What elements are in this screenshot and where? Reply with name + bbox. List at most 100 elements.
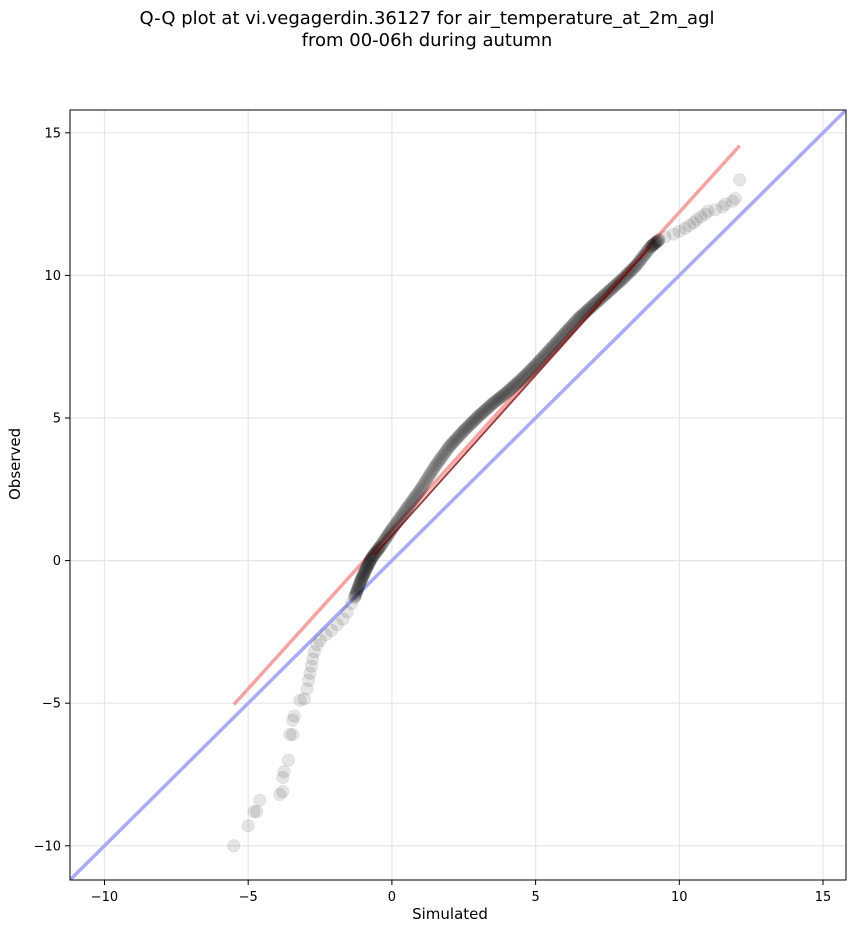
data-point <box>536 350 550 365</box>
data-point <box>397 505 411 519</box>
data-point <box>549 336 563 350</box>
data-point <box>348 588 363 603</box>
data-point <box>594 291 608 305</box>
data-point <box>461 420 475 434</box>
data-point <box>666 227 681 241</box>
data-point <box>524 362 539 377</box>
data-point <box>489 393 504 408</box>
data-point <box>356 569 370 584</box>
data-point <box>425 464 439 479</box>
data-point <box>448 433 463 447</box>
data-point <box>468 412 482 427</box>
data-point <box>460 421 474 435</box>
chart-title: Q-Q plot at vi.vegagerdin.36127 for air_… <box>139 8 715 29</box>
data-point <box>492 391 507 405</box>
data-point <box>686 215 701 230</box>
data-point <box>395 508 409 522</box>
data-point <box>401 499 416 514</box>
data-point <box>527 359 542 373</box>
data-point <box>557 327 572 341</box>
data-point <box>678 221 692 236</box>
data-point <box>252 793 267 807</box>
data-point <box>353 574 368 588</box>
data-point <box>275 784 290 799</box>
data-point <box>451 429 466 444</box>
data-point <box>632 254 646 269</box>
y-tick-label: 5 <box>53 412 61 427</box>
data-point <box>373 540 387 554</box>
data-point <box>689 213 704 227</box>
data-point <box>373 539 388 554</box>
data-point <box>355 570 370 585</box>
data-point <box>380 529 394 544</box>
data-point <box>539 347 553 361</box>
data-point <box>423 467 437 482</box>
data-point <box>501 384 515 399</box>
data-point <box>364 552 378 567</box>
data-point <box>682 218 697 233</box>
data-point <box>510 376 524 390</box>
data-point <box>540 346 554 360</box>
data-point <box>361 557 376 571</box>
data-point <box>463 418 477 432</box>
data-point <box>247 804 261 819</box>
data-point <box>592 293 606 307</box>
data-point <box>627 260 641 275</box>
data-point <box>430 456 444 471</box>
data-point <box>356 568 370 583</box>
data-point <box>596 289 611 303</box>
data-point <box>417 477 431 492</box>
data-point <box>519 367 534 382</box>
data-point <box>487 395 502 409</box>
data-point <box>277 764 291 779</box>
data-point <box>413 482 428 496</box>
y-tick-label: 0 <box>53 554 61 569</box>
x-tick-label: 15 <box>815 890 832 905</box>
data-point <box>728 191 743 206</box>
y-tick-label: 10 <box>44 269 61 284</box>
data-point <box>394 509 408 524</box>
data-point <box>561 322 576 337</box>
data-point <box>446 435 461 449</box>
data-point <box>422 469 436 483</box>
data-point <box>649 235 663 250</box>
data-point <box>457 424 471 438</box>
data-point <box>287 709 301 723</box>
data-point <box>376 534 391 549</box>
data-point <box>515 371 529 386</box>
data-point <box>353 576 367 590</box>
data-point <box>357 567 371 581</box>
data-point <box>573 310 587 324</box>
data-point <box>447 434 462 448</box>
data-point <box>450 430 465 445</box>
data-point <box>512 374 526 389</box>
data-point <box>440 442 455 457</box>
data-point <box>445 436 460 450</box>
data-point <box>306 652 320 666</box>
data-point <box>303 666 317 680</box>
data-point <box>494 390 508 404</box>
data-point <box>227 839 241 853</box>
data-point <box>393 511 407 525</box>
data-point <box>559 324 574 339</box>
data-point <box>476 405 490 419</box>
data-point <box>409 488 424 502</box>
data-point <box>591 294 605 308</box>
data-point <box>597 288 612 302</box>
data-point <box>359 562 373 576</box>
data-point <box>569 313 584 328</box>
data-point <box>378 532 393 546</box>
data-point <box>507 379 521 393</box>
data-point <box>286 727 300 742</box>
data-point <box>497 388 511 402</box>
data-point <box>428 459 442 474</box>
data-point <box>528 358 543 372</box>
fit-line <box>232 144 741 706</box>
data-point <box>550 335 564 349</box>
data-point <box>273 787 287 802</box>
data-point <box>352 578 366 593</box>
data-point <box>565 318 580 332</box>
data-point <box>361 558 375 572</box>
data-point <box>344 596 359 611</box>
